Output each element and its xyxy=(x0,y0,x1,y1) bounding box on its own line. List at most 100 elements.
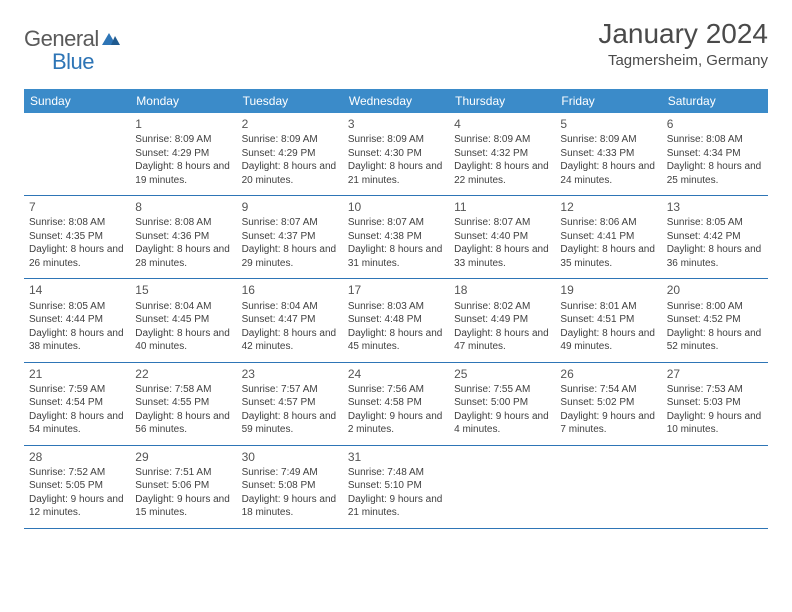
day-cell: 24Sunrise: 7:56 AMSunset: 4:58 PMDayligh… xyxy=(343,362,449,445)
daylight-text: Daylight: 8 hours and 24 minutes. xyxy=(560,160,656,187)
day-cell: 23Sunrise: 7:57 AMSunset: 4:57 PMDayligh… xyxy=(237,362,343,445)
daylight-text: Daylight: 8 hours and 33 minutes. xyxy=(454,243,550,270)
sunset-text: Sunset: 4:45 PM xyxy=(135,313,231,327)
daylight-text: Daylight: 8 hours and 52 minutes. xyxy=(667,327,763,354)
day-cell: 26Sunrise: 7:54 AMSunset: 5:02 PMDayligh… xyxy=(555,362,661,445)
sunrise-text: Sunrise: 8:09 AM xyxy=(454,133,550,147)
day-cell: 31Sunrise: 7:48 AMSunset: 5:10 PMDayligh… xyxy=(343,445,449,528)
empty-day-cell xyxy=(662,445,768,528)
sunrise-text: Sunrise: 8:03 AM xyxy=(348,300,444,314)
sunset-text: Sunset: 4:55 PM xyxy=(135,396,231,410)
sunset-text: Sunset: 4:33 PM xyxy=(560,147,656,161)
day-number: 16 xyxy=(242,282,338,298)
day-cell: 28Sunrise: 7:52 AMSunset: 5:05 PMDayligh… xyxy=(24,445,130,528)
daylight-text: Daylight: 8 hours and 21 minutes. xyxy=(348,160,444,187)
day-number: 2 xyxy=(242,116,338,132)
day-number: 1 xyxy=(135,116,231,132)
sunset-text: Sunset: 4:32 PM xyxy=(454,147,550,161)
daylight-text: Daylight: 8 hours and 31 minutes. xyxy=(348,243,444,270)
day-cell: 11Sunrise: 8:07 AMSunset: 4:40 PMDayligh… xyxy=(449,196,555,279)
day-number: 19 xyxy=(560,282,656,298)
location-label: Tagmersheim, Germany xyxy=(598,52,768,69)
daylight-text: Daylight: 8 hours and 59 minutes. xyxy=(242,410,338,437)
sunrise-text: Sunrise: 7:49 AM xyxy=(242,466,338,480)
sunrise-text: Sunrise: 8:04 AM xyxy=(135,300,231,314)
sunrise-text: Sunrise: 8:07 AM xyxy=(454,216,550,230)
sunrise-text: Sunrise: 7:52 AM xyxy=(29,466,125,480)
daylight-text: Daylight: 8 hours and 20 minutes. xyxy=(242,160,338,187)
calendar-week-row: 14Sunrise: 8:05 AMSunset: 4:44 PMDayligh… xyxy=(24,279,768,362)
sunrise-text: Sunrise: 8:09 AM xyxy=(242,133,338,147)
sunrise-text: Sunrise: 7:56 AM xyxy=(348,383,444,397)
day-header-row: Sunday Monday Tuesday Wednesday Thursday… xyxy=(24,89,768,113)
day-cell: 13Sunrise: 8:05 AMSunset: 4:42 PMDayligh… xyxy=(662,196,768,279)
day-header: Friday xyxy=(555,89,661,113)
sunrise-text: Sunrise: 8:07 AM xyxy=(348,216,444,230)
empty-day-cell xyxy=(24,113,130,196)
sunset-text: Sunset: 4:49 PM xyxy=(454,313,550,327)
day-number: 17 xyxy=(348,282,444,298)
daylight-text: Daylight: 9 hours and 21 minutes. xyxy=(348,493,444,520)
day-cell: 16Sunrise: 8:04 AMSunset: 4:47 PMDayligh… xyxy=(237,279,343,362)
daylight-text: Daylight: 8 hours and 22 minutes. xyxy=(454,160,550,187)
sunset-text: Sunset: 4:42 PM xyxy=(667,230,763,244)
sunrise-text: Sunrise: 8:04 AM xyxy=(242,300,338,314)
day-cell: 6Sunrise: 8:08 AMSunset: 4:34 PMDaylight… xyxy=(662,113,768,196)
day-cell: 10Sunrise: 8:07 AMSunset: 4:38 PMDayligh… xyxy=(343,196,449,279)
calendar-table: Sunday Monday Tuesday Wednesday Thursday… xyxy=(24,89,768,529)
daylight-text: Daylight: 8 hours and 26 minutes. xyxy=(29,243,125,270)
sunrise-text: Sunrise: 8:09 AM xyxy=(348,133,444,147)
sunrise-text: Sunrise: 7:55 AM xyxy=(454,383,550,397)
daylight-text: Daylight: 8 hours and 38 minutes. xyxy=(29,327,125,354)
sunset-text: Sunset: 5:05 PM xyxy=(29,479,125,493)
sunrise-text: Sunrise: 8:00 AM xyxy=(667,300,763,314)
sunrise-text: Sunrise: 8:05 AM xyxy=(667,216,763,230)
sunset-text: Sunset: 4:57 PM xyxy=(242,396,338,410)
sunset-text: Sunset: 5:08 PM xyxy=(242,479,338,493)
calendar-week-row: 1Sunrise: 8:09 AMSunset: 4:29 PMDaylight… xyxy=(24,113,768,196)
day-number: 31 xyxy=(348,449,444,465)
sunrise-text: Sunrise: 8:09 AM xyxy=(560,133,656,147)
day-number: 26 xyxy=(560,366,656,382)
day-cell: 22Sunrise: 7:58 AMSunset: 4:55 PMDayligh… xyxy=(130,362,236,445)
empty-day-cell xyxy=(449,445,555,528)
daylight-text: Daylight: 9 hours and 4 minutes. xyxy=(454,410,550,437)
sunset-text: Sunset: 4:29 PM xyxy=(135,147,231,161)
sunset-text: Sunset: 5:03 PM xyxy=(667,396,763,410)
sunrise-text: Sunrise: 7:53 AM xyxy=(667,383,763,397)
sunrise-text: Sunrise: 8:07 AM xyxy=(242,216,338,230)
day-number: 27 xyxy=(667,366,763,382)
day-cell: 17Sunrise: 8:03 AMSunset: 4:48 PMDayligh… xyxy=(343,279,449,362)
sunset-text: Sunset: 4:48 PM xyxy=(348,313,444,327)
day-number: 7 xyxy=(29,199,125,215)
title-block: January 2024 Tagmersheim, Germany xyxy=(598,18,768,69)
daylight-text: Daylight: 9 hours and 7 minutes. xyxy=(560,410,656,437)
day-cell: 3Sunrise: 8:09 AMSunset: 4:30 PMDaylight… xyxy=(343,113,449,196)
sunset-text: Sunset: 5:00 PM xyxy=(454,396,550,410)
sunset-text: Sunset: 5:02 PM xyxy=(560,396,656,410)
day-cell: 29Sunrise: 7:51 AMSunset: 5:06 PMDayligh… xyxy=(130,445,236,528)
sunset-text: Sunset: 4:30 PM xyxy=(348,147,444,161)
daylight-text: Daylight: 8 hours and 40 minutes. xyxy=(135,327,231,354)
daylight-text: Daylight: 9 hours and 10 minutes. xyxy=(667,410,763,437)
sunset-text: Sunset: 4:37 PM xyxy=(242,230,338,244)
day-number: 20 xyxy=(667,282,763,298)
sunset-text: Sunset: 4:38 PM xyxy=(348,230,444,244)
day-cell: 19Sunrise: 8:01 AMSunset: 4:51 PMDayligh… xyxy=(555,279,661,362)
day-number: 6 xyxy=(667,116,763,132)
day-number: 28 xyxy=(29,449,125,465)
sunrise-text: Sunrise: 8:09 AM xyxy=(135,133,231,147)
daylight-text: Daylight: 8 hours and 28 minutes. xyxy=(135,243,231,270)
sunrise-text: Sunrise: 8:05 AM xyxy=(29,300,125,314)
day-number: 8 xyxy=(135,199,231,215)
sunset-text: Sunset: 4:52 PM xyxy=(667,313,763,327)
day-header: Thursday xyxy=(449,89,555,113)
sunrise-text: Sunrise: 7:58 AM xyxy=(135,383,231,397)
daylight-text: Daylight: 8 hours and 42 minutes. xyxy=(242,327,338,354)
sunset-text: Sunset: 5:06 PM xyxy=(135,479,231,493)
day-header: Sunday xyxy=(24,89,130,113)
sunrise-text: Sunrise: 8:08 AM xyxy=(667,133,763,147)
sunset-text: Sunset: 4:54 PM xyxy=(29,396,125,410)
day-cell: 2Sunrise: 8:09 AMSunset: 4:29 PMDaylight… xyxy=(237,113,343,196)
calendar-body: 1Sunrise: 8:09 AMSunset: 4:29 PMDaylight… xyxy=(24,113,768,528)
